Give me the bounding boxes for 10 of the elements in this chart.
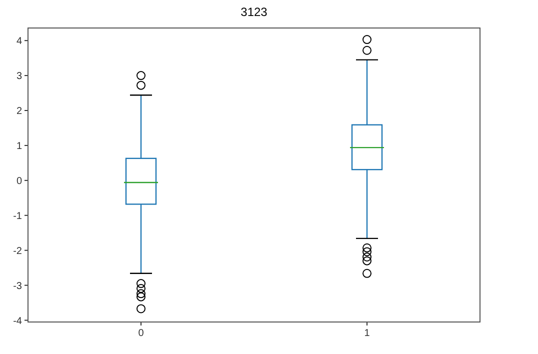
y-tick-label: 2	[16, 106, 22, 117]
y-tick-label: -4	[13, 316, 22, 327]
y-tick-label: 0	[16, 176, 22, 187]
y-tick-label: 4	[16, 36, 22, 48]
y-tick-label: 1	[16, 140, 22, 152]
y-tick-label: -3	[13, 280, 22, 292]
y-tick-label: -2	[13, 246, 22, 257]
y-tick-label: -1	[13, 210, 22, 222]
y-tick-label: 3	[16, 71, 22, 82]
chart-title: 3123	[240, 5, 268, 19]
